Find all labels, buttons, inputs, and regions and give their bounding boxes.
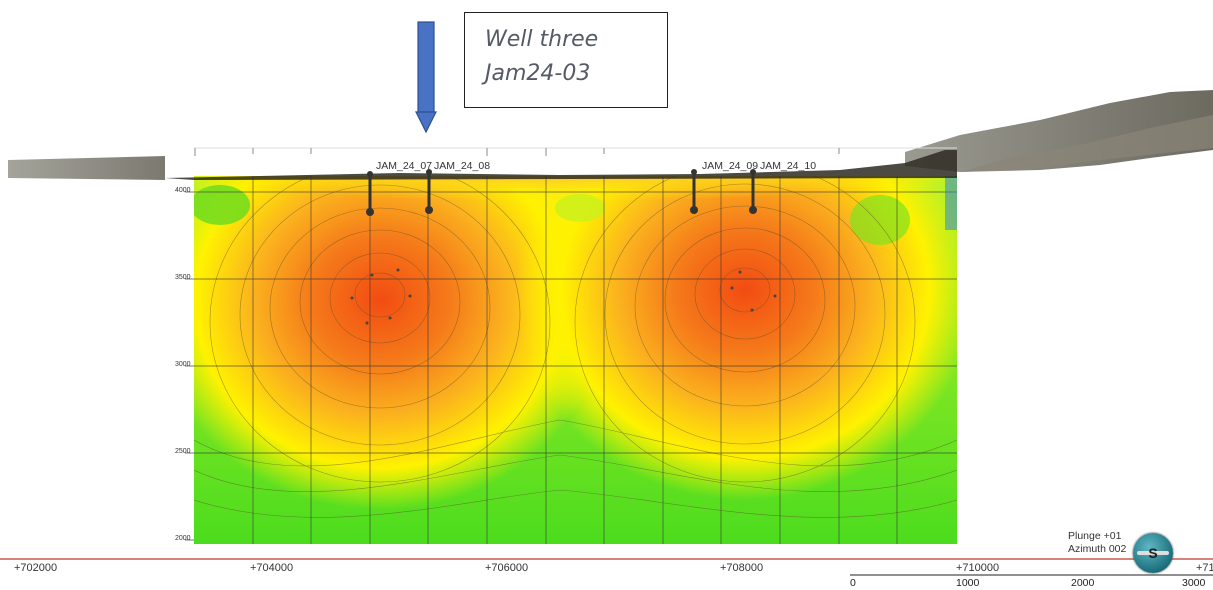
- well-marker[interactable]: [690, 206, 698, 214]
- resistivity-section: [194, 176, 957, 544]
- scale-label: 3000: [1182, 577, 1206, 589]
- scale-label: 0: [850, 577, 856, 589]
- well-marker[interactable]: [366, 208, 374, 216]
- depth-label: 2500: [175, 448, 191, 455]
- compass-icon[interactable]: S: [1133, 533, 1173, 573]
- scale-label: 1000: [956, 577, 980, 589]
- well-label: JAM_24_09: [702, 160, 759, 172]
- scale-label: 2000: [1071, 577, 1095, 589]
- callout-title: Well three: [485, 27, 599, 52]
- well-marker[interactable]: [425, 206, 433, 214]
- view-orientation: Plunge +01 Azimuth 002: [1068, 530, 1126, 556]
- easting-label: +706000: [485, 562, 529, 574]
- well-pointer-arrow: [415, 21, 437, 134]
- plunge-readout: Plunge +01: [1068, 530, 1122, 542]
- callout-well-id: Jam24-03: [485, 61, 591, 86]
- well-callout: Well three Jam24-03: [464, 12, 668, 108]
- easting-label: +708000: [720, 562, 764, 574]
- well-label: JAM_24_08: [434, 160, 491, 172]
- depth-label: 4000: [175, 187, 191, 194]
- ground-surface: [165, 150, 957, 180]
- well-label: JAM_24_07: [376, 160, 433, 172]
- easting-label: +710000: [956, 562, 1000, 574]
- well-traces: [368, 172, 755, 212]
- azimuth-readout: Azimuth 002: [1068, 543, 1127, 555]
- depth-label: 2000: [175, 535, 191, 542]
- well-label: JAM_24_10: [760, 160, 817, 172]
- compass-letter: S: [1148, 545, 1158, 561]
- easting-label: +71: [1196, 562, 1213, 574]
- depth-label: 3000: [175, 361, 191, 368]
- well-marker[interactable]: [749, 206, 757, 214]
- easting-label: +702000: [14, 562, 58, 574]
- terrain-left: [8, 156, 165, 180]
- depth-label: 3500: [175, 274, 191, 281]
- easting-label: +704000: [250, 562, 294, 574]
